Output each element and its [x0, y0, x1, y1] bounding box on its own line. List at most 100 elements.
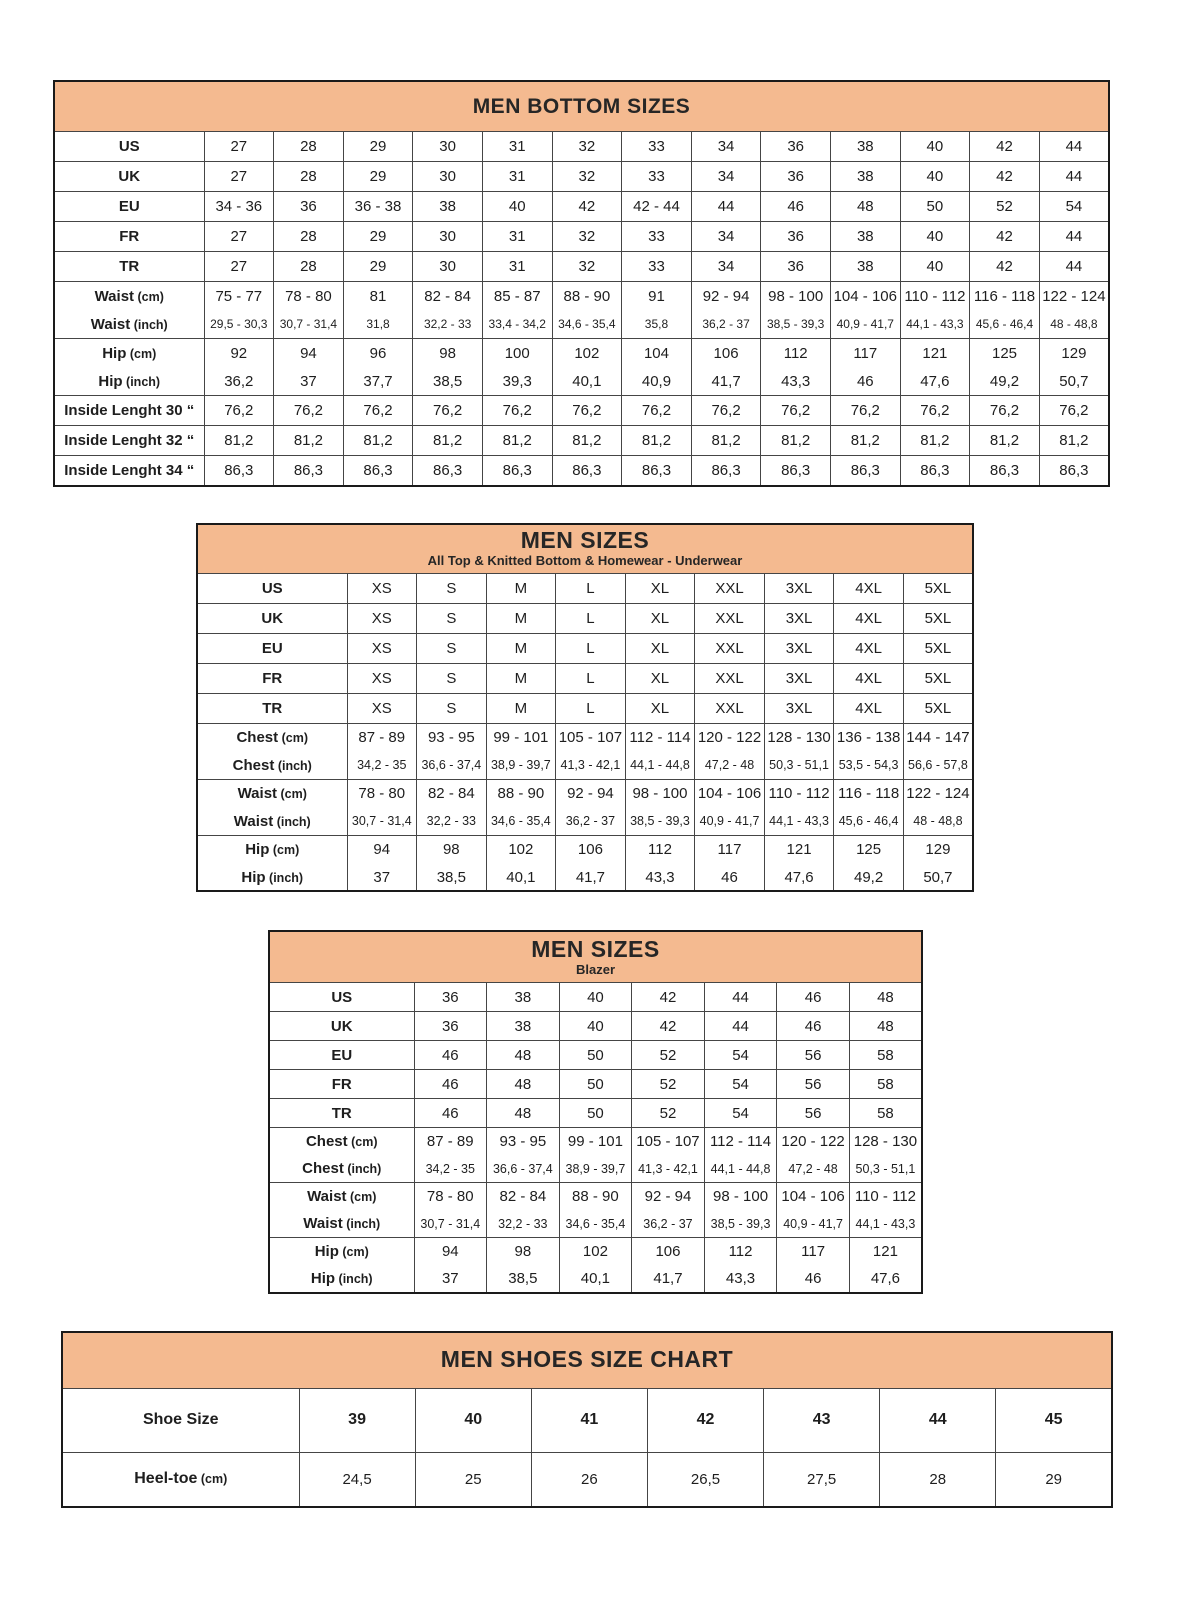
size-cell: 78 - 80 [273, 281, 344, 311]
size-cell: 81,2 [969, 425, 1040, 456]
size-cell: 76,2 [899, 395, 971, 426]
size-cell: 129 [902, 834, 974, 864]
size-cell: 78 - 80 [346, 778, 418, 808]
size-cell: 98 [416, 834, 487, 864]
size-cell: 43,3 [760, 367, 831, 396]
size-cell: 116 - 118 [969, 281, 1040, 311]
size-cell: 112 [703, 1237, 778, 1266]
size-cell: 81,2 [551, 425, 623, 456]
size-cell: 81,2 [899, 425, 971, 456]
size-cell: 5XL [902, 632, 974, 664]
row-label-unit: (inch) [265, 870, 304, 885]
size-cell: 128 - 130 [848, 1127, 923, 1156]
size-cell: 40,1 [558, 1265, 633, 1293]
size-cell: XXL [694, 692, 765, 724]
size-cell: 86,3 [760, 455, 831, 486]
table-row-waist-inch: Waist (inch) 29,5 - 30,3 30,7 - 31,4 31,8 32… [53, 310, 1110, 339]
row-label-unit: (inch) [122, 374, 161, 389]
row-label-unit: (inch) [342, 1217, 381, 1232]
size-cell: 93 - 95 [416, 722, 487, 752]
size-cell: 76,2 [621, 395, 692, 426]
row-label-text: Chest [232, 756, 275, 774]
size-cell: 27 [203, 221, 275, 252]
row-label: Waist (inch) [53, 310, 205, 339]
size-cell: 38 [486, 982, 560, 1012]
size-cell: 76,2 [829, 395, 901, 426]
size-cell: 3XL [763, 602, 835, 634]
size-cell: 48 [486, 1040, 560, 1070]
size-cell: 37,7 [342, 367, 414, 396]
size-cell: XS [346, 662, 418, 694]
size-cell: 87 - 89 [413, 1127, 488, 1156]
row-label-text: EU [118, 198, 140, 215]
size-cell: 40,9 - 41,7 [776, 1210, 850, 1238]
size-cell: 38 [829, 251, 901, 282]
size-cell: 82 - 84 [412, 281, 483, 311]
table-row-inside-lenght-34: Inside Lenght 34 “86,3 86,3 86,3 86,3 86,3 86… [53, 455, 1110, 486]
size-cell: 31 [481, 131, 553, 162]
size-cell: 52 [631, 1069, 705, 1099]
size-cell: 40,1 [485, 863, 557, 892]
size-cell: 76,2 [551, 395, 623, 426]
size-cell: 40 [899, 161, 971, 192]
size-cell: 36 [760, 131, 831, 162]
size-cell: 33 [621, 161, 692, 192]
size-cell: 29 [342, 161, 414, 192]
size-cell: 30 [412, 161, 483, 192]
size-cell: 37 [273, 367, 344, 396]
size-cell: 50 [558, 1098, 633, 1128]
size-cell: M [485, 602, 557, 634]
size-cell: 50 [558, 1069, 633, 1099]
row-label-unit: (cm) [197, 1472, 228, 1487]
size-cell: 40 [414, 1387, 532, 1453]
size-cell: 46 [413, 1069, 488, 1099]
table-row-chest-cm: Chest (cm) 87 - 89 93 - 95 99 - 101 105 - 10… [196, 722, 974, 752]
row-label-text: Inside Lenght 30 “ [64, 402, 195, 419]
row-label-unit: (cm) [347, 1135, 378, 1150]
size-cell: 36 [413, 982, 488, 1012]
size-cell: 34,6 - 35,4 [558, 1210, 633, 1238]
size-cell: 38,5 - 39,3 [703, 1210, 778, 1238]
row-label-unit: (inch) [343, 1162, 382, 1177]
size-cell: 43,3 [703, 1265, 778, 1293]
row-label: EU [196, 632, 348, 664]
size-cell: 121 [763, 834, 835, 864]
size-cell: S [416, 632, 487, 664]
size-cell: 49,2 [833, 863, 904, 892]
size-cell: 76,2 [342, 395, 414, 426]
row-label-text: UK [118, 168, 141, 185]
size-cell: 82 - 84 [416, 778, 487, 808]
size-cell: 40,9 - 41,7 [694, 807, 765, 836]
men-sizes-tops-block: MEN SIZES All Top & Knitted Bottom & Home… [196, 522, 1200, 892]
size-cell: 46 [760, 191, 831, 222]
size-cell: 104 - 106 [829, 281, 901, 311]
row-label: Inside Lenght 30 “ [53, 395, 205, 426]
table-row-us: US XS S M L XL XXL 3XL 4XL 5XL [196, 572, 974, 604]
size-cell: 49,2 [969, 367, 1040, 396]
size-cell: 82 - 84 [486, 1182, 560, 1211]
size-cell: 76,2 [760, 395, 831, 426]
size-cell: 41,7 [690, 367, 762, 396]
row-label-text: Hip [314, 1243, 339, 1261]
size-cell: 40 [899, 251, 971, 282]
size-cell: 48 - 48,8 [1038, 310, 1110, 339]
table-row-waist-inch: Waist (inch) 30,7 - 31,4 32,2 - 33 34,6 - 3… [196, 807, 974, 836]
row-label: Waist (inch) [196, 807, 348, 836]
size-cell: 29 [342, 251, 414, 282]
size-cell: 39 [298, 1387, 416, 1453]
size-cell: 96 [342, 338, 414, 368]
size-cell: 34,2 - 35 [413, 1155, 488, 1183]
row-label: UK [53, 161, 205, 192]
table-row-chest-cm: Chest (cm) 87 - 89 93 - 95 99 - 101 105 - 10… [268, 1127, 923, 1156]
row-label: Chest (cm) [268, 1127, 415, 1156]
size-cell: 42 - 44 [621, 191, 692, 222]
row-label-text: Inside Lenght 34 “ [64, 461, 195, 479]
size-cell: 38 [412, 191, 483, 222]
size-cell: 3XL [763, 572, 835, 604]
size-cell: 30,7 - 31,4 [346, 807, 418, 836]
size-cell: XS [346, 692, 418, 724]
table-row-tr: TR 27 28 29 30 31 32 33 34 36 38 40 42 44 [53, 251, 1110, 282]
row-label: FR [268, 1069, 415, 1099]
table-row-uk: UK 27 28 29 30 31 32 33 34 36 38 40 42 44 [53, 161, 1110, 192]
